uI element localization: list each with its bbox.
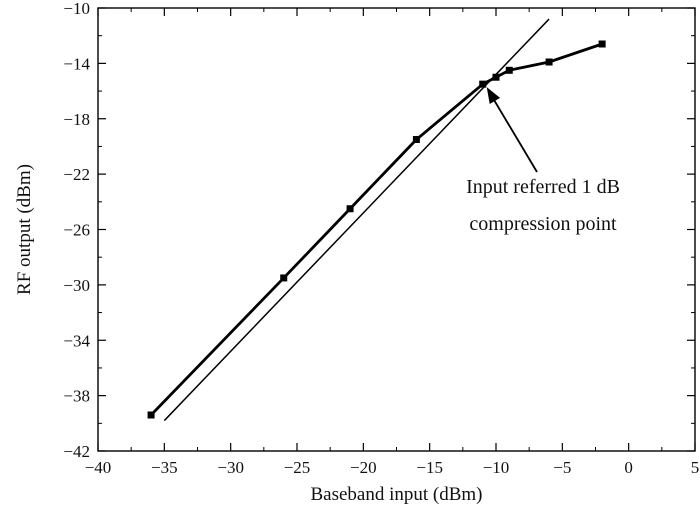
x-tick-label: −5	[553, 458, 571, 477]
x-tick-label: −20	[350, 458, 377, 477]
data-point-marker	[505, 66, 513, 74]
annotation-text-line: compression point	[469, 213, 617, 235]
ideal-linear-line	[163, 18, 550, 422]
x-tick-label: 0	[624, 458, 633, 477]
x-tick-label: −10	[483, 458, 510, 477]
annotation-arrow-head	[486, 87, 501, 104]
annotation-arrow-shaft	[490, 95, 538, 173]
y-tick-label: −22	[63, 165, 90, 184]
y-tick-label: −26	[63, 221, 90, 240]
y-tick-label: −34	[63, 331, 90, 350]
plot-area: −40 −35 −30 −25 −20 −15 −10 −5 0 5 −42 −38 −34 −30 −26…	[14, 0, 699, 505]
x-tick-label: 5	[691, 458, 700, 477]
y-tick-label: −10	[63, 0, 90, 18]
x-tick-label: −30	[217, 458, 244, 477]
data-point-marker	[280, 274, 288, 282]
data-point-marker	[545, 58, 553, 66]
data-point-marker	[346, 205, 354, 213]
y-tick-label: −30	[63, 276, 90, 295]
y-tick-label: −38	[63, 387, 90, 406]
x-tick-label: −15	[416, 458, 443, 477]
annotation-text-line: Input referred 1 dB	[466, 176, 620, 198]
data-point-marker	[412, 136, 420, 144]
x-tick-label: −35	[151, 458, 178, 477]
y-tick-label: −14	[63, 54, 90, 73]
x-axis-title: Baseband input (dBm)	[310, 484, 482, 505]
data-point-marker	[598, 40, 606, 48]
y-axis-title: RF output (dBm)	[14, 164, 35, 295]
y-tick-label: −18	[63, 110, 90, 129]
y-tick-label: −42	[63, 442, 90, 461]
data-point-marker	[492, 73, 500, 81]
x-tick-label: −25	[284, 458, 311, 477]
data-point-marker	[147, 411, 155, 419]
x-tick-label: −40	[85, 458, 112, 477]
data-point-marker	[479, 80, 487, 88]
